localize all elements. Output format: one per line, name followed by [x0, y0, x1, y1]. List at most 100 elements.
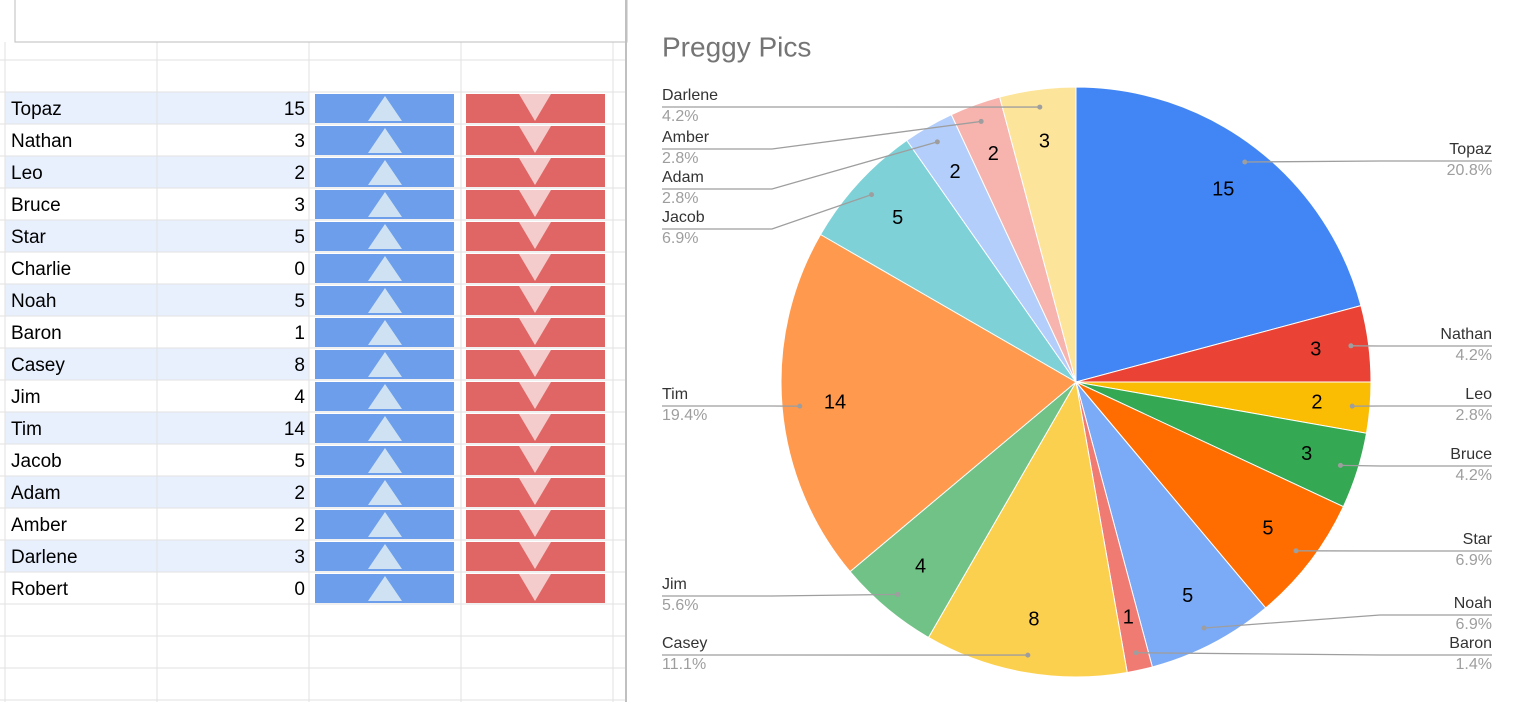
leader-dot: [935, 139, 940, 144]
upvote-button[interactable]: [315, 94, 454, 123]
legend-percent: 2.8%: [1456, 407, 1492, 424]
count-cell: 2: [294, 163, 305, 184]
legend-name: Topaz: [1449, 141, 1492, 158]
chart-title: Preggy Pics: [662, 31, 811, 62]
downvote-button[interactable]: [466, 382, 605, 411]
downvote-button[interactable]: [466, 126, 605, 155]
leader-dot: [1025, 653, 1030, 658]
name-cell: Star: [11, 227, 47, 248]
slice-label: 3: [1039, 130, 1050, 152]
count-cell: 1: [294, 323, 305, 344]
name-cell: Robert: [11, 579, 69, 600]
name-cell: Baron: [11, 323, 62, 344]
legend-name: Adam: [662, 169, 704, 186]
leader-dot: [869, 192, 874, 197]
downvote-button[interactable]: [466, 222, 605, 251]
upvote-button[interactable]: [315, 254, 454, 283]
upvote-button[interactable]: [315, 574, 454, 603]
name-cell: Darlene: [11, 547, 78, 568]
leader-dot: [1202, 625, 1207, 630]
legend-name: Leo: [1465, 386, 1492, 403]
downvote-button[interactable]: [466, 478, 605, 507]
downvote-button[interactable]: [466, 286, 605, 315]
legend-name: Casey: [662, 635, 707, 652]
upvote-button[interactable]: [315, 414, 454, 443]
slice-label: 3: [1301, 443, 1312, 465]
leader-dot: [1293, 548, 1298, 553]
legend-percent: 4.2%: [662, 108, 698, 125]
legend-name: Bruce: [1450, 446, 1492, 463]
upvote-button[interactable]: [315, 350, 454, 379]
legend-name: Jim: [662, 576, 687, 593]
leader-line: [1340, 465, 1492, 466]
legend-name: Noah: [1454, 595, 1492, 612]
leader-dot: [1134, 650, 1139, 655]
upvote-button[interactable]: [315, 318, 454, 347]
legend-name: Tim: [662, 386, 688, 403]
name-cell: Bruce: [11, 195, 61, 216]
downvote-button[interactable]: [466, 414, 605, 443]
legend-percent: 1.4%: [1456, 656, 1492, 673]
downvote-button[interactable]: [466, 318, 605, 347]
downvote-button[interactable]: [466, 446, 605, 475]
upvote-button[interactable]: [315, 478, 454, 507]
count-cell: 14: [284, 419, 306, 440]
name-cell: Charlie: [11, 259, 71, 280]
name-cell: Jacob: [11, 451, 62, 472]
name-cell: Topaz: [11, 99, 62, 120]
downvote-button[interactable]: [466, 254, 605, 283]
upvote-button[interactable]: [315, 126, 454, 155]
legend-percent: 6.9%: [1456, 552, 1492, 569]
slice-label: 2: [1311, 391, 1322, 413]
legend-percent: 20.8%: [1447, 162, 1492, 179]
downvote-button[interactable]: [466, 350, 605, 379]
downvote-button[interactable]: [466, 542, 605, 571]
upvote-button[interactable]: [315, 510, 454, 539]
downvote-button[interactable]: [466, 510, 605, 539]
upvote-button[interactable]: [315, 382, 454, 411]
slice-label: 1: [1123, 606, 1134, 628]
downvote-button[interactable]: [466, 574, 605, 603]
count-cell: 3: [294, 547, 305, 568]
name-cell: Noah: [11, 291, 56, 312]
upvote-button[interactable]: [315, 542, 454, 571]
upvote-button[interactable]: [315, 286, 454, 315]
name-cell: Nathan: [11, 131, 72, 152]
upvote-button[interactable]: [315, 190, 454, 219]
legend-percent: 6.9%: [662, 230, 698, 247]
slice-label: 5: [892, 207, 903, 229]
upvote-button[interactable]: [315, 158, 454, 187]
count-cell: 5: [294, 291, 305, 312]
legend-percent: 11.1%: [662, 656, 706, 673]
downvote-button[interactable]: [466, 158, 605, 187]
legend-name: Amber: [662, 129, 710, 146]
leader-dot: [1338, 463, 1343, 468]
legend-percent: 19.4%: [662, 407, 707, 424]
count-cell: 0: [294, 579, 305, 600]
legend-percent: 6.9%: [1456, 616, 1492, 633]
legend-name: Jacob: [662, 209, 705, 226]
downvote-button[interactable]: [466, 190, 605, 219]
leader-dot: [979, 119, 984, 124]
slice-label: 2: [949, 161, 960, 183]
slice-label: 8: [1028, 609, 1039, 631]
leader-dot: [895, 592, 900, 597]
upvote-button[interactable]: [315, 446, 454, 475]
legend-percent: 2.8%: [662, 190, 698, 207]
name-cell: Jim: [11, 387, 41, 408]
legend-percent: 4.2%: [1456, 467, 1492, 484]
leader-dot: [797, 404, 802, 409]
count-cell: 3: [294, 195, 305, 216]
leader-dot: [1350, 404, 1355, 409]
downvote-button[interactable]: [466, 94, 605, 123]
slice-label: 4: [915, 556, 926, 578]
count-cell: 5: [294, 227, 305, 248]
legend-percent: 2.8%: [662, 150, 698, 167]
legend-percent: 4.2%: [1456, 347, 1492, 364]
count-cell: 8: [294, 355, 305, 376]
count-cell: 2: [294, 483, 305, 504]
upvote-button[interactable]: [315, 222, 454, 251]
name-cell: Adam: [11, 483, 61, 504]
slice-label: 5: [1262, 518, 1273, 540]
